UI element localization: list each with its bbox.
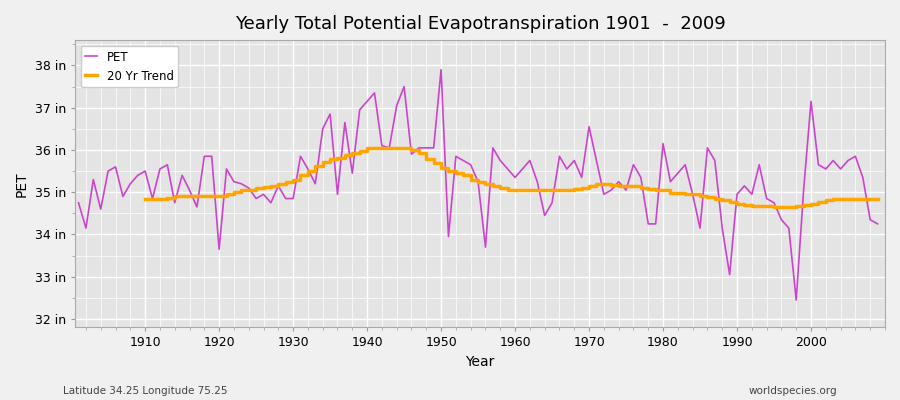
PET: [436, 67, 446, 72]
20 Yr Trend: [362, 146, 373, 150]
Text: Latitude 34.25 Longitude 75.25: Latitude 34.25 Longitude 75.25: [63, 386, 228, 396]
PET: [509, 175, 520, 180]
PET: [518, 166, 528, 171]
20 Yr Trend: [828, 196, 839, 201]
X-axis label: Year: Year: [465, 355, 495, 369]
PET: [606, 188, 616, 192]
20 Yr Trend: [769, 205, 779, 210]
Y-axis label: PET: PET: [15, 171, 29, 196]
PET: [791, 298, 802, 302]
PET: [132, 173, 143, 178]
PET: [339, 120, 350, 125]
Title: Yearly Total Potential Evapotranspiration 1901  -  2009: Yearly Total Potential Evapotranspiratio…: [235, 15, 725, 33]
PET: [295, 154, 306, 159]
Line: PET: PET: [78, 70, 878, 300]
20 Yr Trend: [140, 196, 150, 201]
20 Yr Trend: [280, 179, 291, 184]
20 Yr Trend: [850, 196, 860, 201]
Legend: PET, 20 Yr Trend: PET, 20 Yr Trend: [81, 46, 178, 87]
PET: [73, 200, 84, 205]
Text: worldspecies.org: worldspecies.org: [749, 386, 837, 396]
20 Yr Trend: [525, 188, 535, 192]
20 Yr Trend: [310, 164, 320, 168]
PET: [872, 222, 883, 226]
20 Yr Trend: [872, 196, 883, 201]
20 Yr Trend: [583, 184, 594, 188]
Line: 20 Yr Trend: 20 Yr Trend: [145, 148, 877, 207]
